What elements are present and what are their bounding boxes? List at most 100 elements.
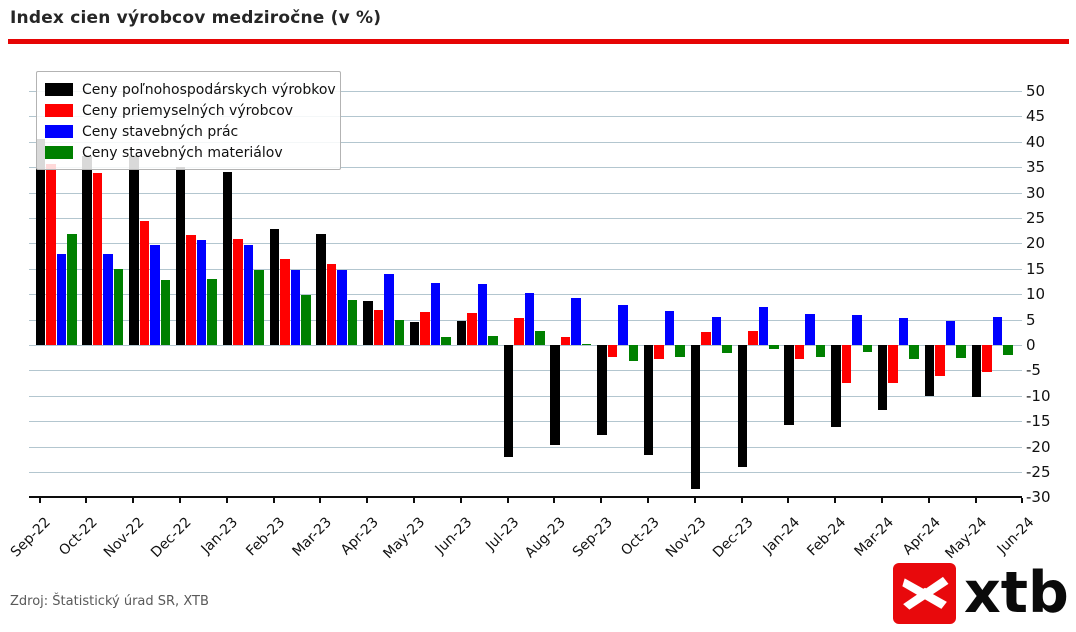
bar-industry-Jan-23 xyxy=(233,238,243,345)
bar-construction-works-Jan-23 xyxy=(243,245,254,345)
y-axis-tick-label: 35 xyxy=(1026,158,1046,176)
xtb-logo-text: xtb xyxy=(964,560,1069,626)
x-axis-tick xyxy=(179,498,181,503)
legend-label: Ceny stavebných materiálov xyxy=(82,144,283,161)
bar-construction-works-Mar-23 xyxy=(337,269,347,345)
y-axis-tick-label: 5 xyxy=(1026,311,1036,329)
bar-agri-Oct-22 xyxy=(82,156,92,345)
legend-item: Ceny poľnohospodárskych výrobkov xyxy=(45,79,336,100)
bar-construction-works-Oct-23 xyxy=(664,311,675,345)
y-axis-tick-label: -25 xyxy=(1026,463,1051,481)
y-axis-tick-label: 25 xyxy=(1026,209,1046,227)
bar-construction-materials-Jun-23 xyxy=(488,335,498,345)
bar-construction-works-Apr-24 xyxy=(945,320,956,345)
bar-industry-May-24 xyxy=(982,345,992,372)
bar-construction-materials-Mar-23 xyxy=(347,300,358,345)
bar-construction-works-Nov-22 xyxy=(150,245,160,345)
y-axis-tick-label: -20 xyxy=(1026,438,1051,456)
bar-construction-works-Sep-23 xyxy=(618,304,628,345)
bar-agri-Feb-24 xyxy=(831,345,841,427)
legend-swatch-icon xyxy=(45,146,73,159)
bar-agri-Sep-23 xyxy=(597,345,607,435)
x-axis-tick xyxy=(881,498,883,503)
x-axis-tick-label: May-24 xyxy=(942,514,991,563)
x-axis-tick-label: Jun-23 xyxy=(432,514,476,558)
bar-industry-Jun-23 xyxy=(467,312,477,345)
bar-construction-materials-May-24 xyxy=(1003,345,1013,356)
bar-construction-works-Jan-24 xyxy=(805,313,815,345)
x-axis-tick xyxy=(507,498,509,503)
x-axis-tick-label: Dec-22 xyxy=(147,514,195,561)
x-axis-tick xyxy=(226,498,228,503)
bar-construction-works-May-23 xyxy=(430,283,441,345)
bar-agri-Sep-22 xyxy=(35,139,45,345)
legend-item: Ceny stavebných materiálov xyxy=(45,142,330,163)
bar-industry-Jan-24 xyxy=(794,345,805,360)
bar-construction-materials-Nov-23 xyxy=(722,345,732,354)
bar-industry-Nov-23 xyxy=(701,331,711,345)
y-gridline xyxy=(29,421,1022,422)
bar-industry-Aug-23 xyxy=(560,337,571,345)
bar-agri-Mar-23 xyxy=(316,234,326,345)
bar-industry-Mar-23 xyxy=(326,263,337,345)
bar-agri-Jan-24 xyxy=(784,345,794,426)
x-axis-tick-label: Sep-23 xyxy=(569,514,616,561)
y-axis-tick-label: -10 xyxy=(1026,387,1051,405)
swallow-x-icon xyxy=(901,576,948,610)
y-axis-tick-label: 20 xyxy=(1026,234,1046,252)
bar-construction-works-Dec-22 xyxy=(196,239,207,345)
bar-agri-Apr-24 xyxy=(924,345,935,396)
y-axis-tick-label: 10 xyxy=(1026,285,1046,303)
y-gridline xyxy=(29,167,1022,168)
x-axis-tick-label: Sep-22 xyxy=(8,514,55,561)
bar-construction-materials-Dec-23 xyxy=(769,345,779,350)
x-axis-tick-label: Oct-23 xyxy=(617,514,663,559)
x-axis-tick xyxy=(460,498,462,503)
legend-swatch-icon xyxy=(45,125,73,138)
bar-construction-materials-Jan-24 xyxy=(815,345,826,358)
bar-construction-materials-Dec-22 xyxy=(207,278,217,345)
bar-industry-Sep-23 xyxy=(607,345,618,358)
legend-swatch-icon xyxy=(45,104,73,117)
y-axis-tick-label: -5 xyxy=(1026,361,1041,379)
y-gridline xyxy=(29,218,1022,219)
x-axis-tick xyxy=(85,498,87,503)
bar-construction-works-May-24 xyxy=(992,316,1002,345)
x-axis-tick-label: Nov-23 xyxy=(662,514,710,561)
y-gridline xyxy=(29,447,1022,448)
y-gridline xyxy=(29,142,1022,143)
y-gridline xyxy=(29,345,1022,346)
title-accent-rule xyxy=(8,39,1069,44)
x-axis-tick xyxy=(319,498,321,503)
y-gridline xyxy=(29,243,1022,244)
y-gridline xyxy=(29,396,1022,397)
bar-construction-materials-Mar-24 xyxy=(909,345,919,360)
y-axis-tick-label: 30 xyxy=(1026,184,1046,202)
x-axis-tick xyxy=(39,498,41,503)
bar-construction-materials-Sep-23 xyxy=(628,345,639,361)
bar-agri-Dec-22 xyxy=(175,167,186,345)
bar-agri-May-24 xyxy=(971,345,981,397)
x-axis-tick xyxy=(273,498,275,503)
x-axis-tick-label: Mar-23 xyxy=(289,514,335,560)
bar-agri-Jun-23 xyxy=(456,321,467,345)
bar-construction-materials-May-23 xyxy=(441,336,451,345)
bar-construction-works-Jul-23 xyxy=(524,292,534,345)
bar-industry-Apr-24 xyxy=(935,345,945,376)
bar-construction-works-Apr-23 xyxy=(384,274,394,345)
bar-construction-materials-Oct-23 xyxy=(675,345,685,358)
x-axis-tick xyxy=(413,498,415,503)
x-axis-tick xyxy=(975,498,977,503)
x-axis-tick-label: Nov-22 xyxy=(101,514,148,561)
x-axis-tick-label: Jul-23 xyxy=(482,514,523,554)
xtb-logo-icon xyxy=(893,563,956,624)
bar-industry-May-23 xyxy=(420,311,430,345)
bar-construction-materials-Oct-22 xyxy=(113,268,124,345)
bar-agri-Mar-24 xyxy=(877,345,888,410)
bar-construction-materials-Sep-22 xyxy=(67,234,77,345)
legend-swatch-icon xyxy=(45,83,73,96)
y-axis-tick-label: -30 xyxy=(1026,488,1051,506)
bar-industry-Apr-23 xyxy=(373,309,384,345)
x-axis-tick-label: Jan-24 xyxy=(760,514,803,558)
bar-construction-works-Nov-23 xyxy=(711,317,722,345)
